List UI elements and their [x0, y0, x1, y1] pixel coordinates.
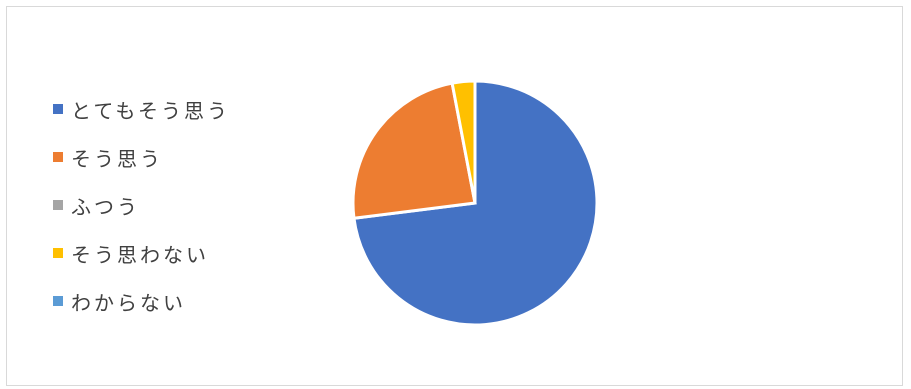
- legend-item-agree: そう思う: [53, 133, 230, 181]
- legend-swatch: [53, 152, 63, 162]
- pie-slice-agree: [351, 81, 477, 220]
- legend-label: そう思わない: [71, 242, 209, 267]
- legend-item-very-agree: とてもそう思う: [53, 85, 230, 133]
- legend-item-disagree: そう思わない: [53, 229, 230, 277]
- legend-label: わからない: [71, 290, 186, 315]
- legend: とてもそう思う そう思う ふつう そう思わない わからない: [53, 85, 230, 325]
- pie-slices: [351, 79, 599, 327]
- legend-item-neutral: ふつう: [53, 181, 230, 229]
- legend-swatch: [53, 104, 63, 114]
- pie-slice-disagree: [450, 79, 477, 204]
- legend-item-unknown: わからない: [53, 277, 230, 325]
- legend-swatch: [53, 248, 63, 258]
- legend-swatch: [53, 296, 63, 306]
- legend-label: とてもそう思う: [71, 98, 230, 123]
- legend-label: そう思う: [71, 146, 163, 171]
- legend-label: ふつう: [71, 194, 140, 219]
- legend-swatch: [53, 200, 63, 210]
